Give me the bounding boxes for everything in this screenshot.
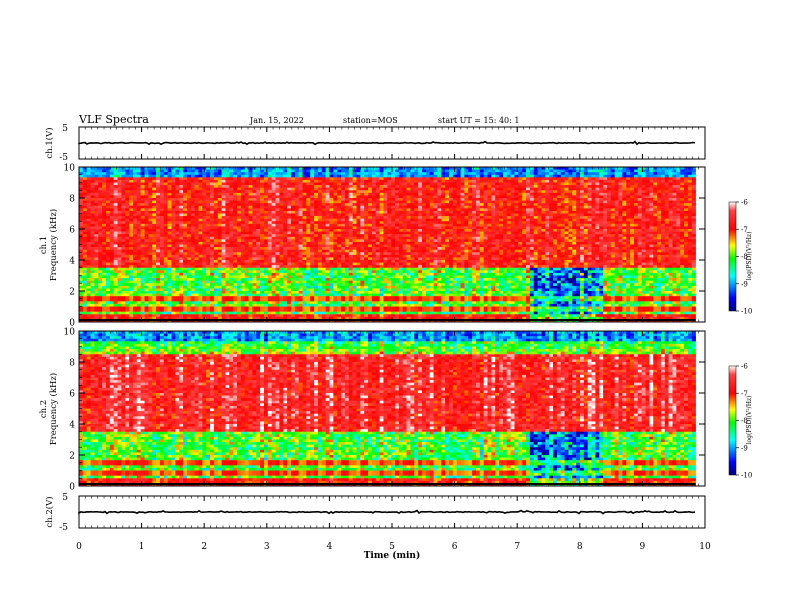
ch1-colorbar-ticks: -6 -7 -8 -9 -10 bbox=[736, 199, 752, 316]
freq-tick-label: 10 bbox=[64, 164, 76, 174]
time-tick-label: 6 bbox=[452, 542, 458, 552]
date-label: Jan. 15, 2022 bbox=[249, 116, 304, 125]
station-label: station=MOS bbox=[343, 116, 398, 125]
colorbar-tick-label: -9 bbox=[741, 444, 748, 452]
ch1-spectrogram-ylabel-1: ch.1 bbox=[39, 236, 49, 254]
ch1-colorbar-label: log(PSD)(V²/Hz) bbox=[746, 232, 753, 281]
ch2-colorbar-ticks: -6 -7 -8 -9 -10 bbox=[736, 363, 752, 480]
ch2-spectrogram-ylabel-1: ch.2 bbox=[39, 400, 49, 418]
freq-tick-label: 4 bbox=[69, 257, 75, 267]
ch2-waveform-trace bbox=[78, 509, 696, 515]
ch1-spectrogram-ylabel-2: Frequency (kHz) bbox=[48, 209, 59, 281]
ch2-spectrogram-panel: 0 2 4 6 8 10 ch.2 Frequency (kHz) -6 -7 -8 -9 -10… bbox=[39, 328, 753, 493]
time-tick-label: 9 bbox=[640, 542, 646, 552]
ch1-waveform-panel: 5 -5 ch.1(V) bbox=[44, 124, 706, 163]
ch1-spectrogram-image bbox=[79, 167, 696, 323]
colorbar-tick-label: -7 bbox=[741, 390, 748, 398]
colorbar-tick-label: -8 bbox=[741, 417, 748, 425]
freq-tick-label: 4 bbox=[69, 421, 75, 431]
colorbar-tick-label: -6 bbox=[741, 199, 748, 207]
ch2-ytick-bottom: -5 bbox=[59, 523, 68, 533]
colorbar-tick-label: -8 bbox=[741, 253, 748, 261]
freq-tick-label: 2 bbox=[69, 452, 75, 462]
waveform-line bbox=[78, 509, 696, 515]
time-tick-label: 8 bbox=[577, 542, 583, 552]
colorbar-tick-label: -10 bbox=[741, 308, 752, 316]
time-tick-label: 2 bbox=[201, 542, 207, 552]
freq-tick-label: 10 bbox=[64, 328, 76, 338]
time-tick-label: 0 bbox=[76, 542, 82, 552]
start-time-label: start UT = 15: 40: 1 bbox=[438, 116, 519, 125]
waveform-line bbox=[78, 140, 696, 146]
ch1-colorbar bbox=[728, 201, 737, 312]
ch1-spectrogram-panel: 0 2 4 6 8 10 ch.1 Frequency (kHz) -6 -7 -8 -9 -10… bbox=[39, 164, 753, 329]
time-axis-label: Time (min) bbox=[364, 550, 421, 561]
colorbar-tick-label: -9 bbox=[741, 280, 748, 288]
ch2-voltage-ylabel: ch.2(V) bbox=[44, 496, 55, 527]
ch2-spectrogram-ylabel-2: Frequency (kHz) bbox=[48, 373, 59, 445]
freq-tick-label: 0 bbox=[69, 483, 75, 493]
freq-tick-label: 6 bbox=[69, 226, 75, 236]
ch1-waveform-trace bbox=[78, 140, 696, 146]
ch2-waveform-panel: 5 -5 ch.2(V) bbox=[44, 493, 706, 533]
ch2-spectrogram-image bbox=[79, 331, 696, 487]
freq-tick-label: 0 bbox=[69, 319, 75, 329]
ch2-freq-ticks: 0 2 4 6 8 10 bbox=[64, 328, 705, 493]
time-axis-ticks: 0 1 2 3 4 5 6 7 8 9 10 bbox=[76, 127, 711, 552]
ch2-colorbar-label: log(PSD)(V²/Hz) bbox=[746, 396, 753, 445]
time-tick-label: 5 bbox=[389, 542, 395, 552]
freq-tick-label: 2 bbox=[69, 288, 75, 298]
colorbar-tick-label: -6 bbox=[741, 363, 748, 371]
freq-tick-label: 8 bbox=[69, 359, 75, 369]
time-tick-label: 7 bbox=[514, 542, 520, 552]
ch2-colorbar bbox=[728, 365, 737, 476]
time-tick-label: 3 bbox=[264, 542, 270, 552]
ch1-voltage-ylabel: ch.1(V) bbox=[44, 127, 55, 158]
time-tick-label: 10 bbox=[699, 542, 711, 552]
time-tick-label: 4 bbox=[327, 542, 333, 552]
colorbar-tick-label: -7 bbox=[741, 226, 748, 234]
ch1-freq-ticks: 0 2 4 6 8 10 bbox=[64, 164, 705, 329]
figure-title: VLF Spectra bbox=[78, 113, 149, 126]
freq-tick-label: 6 bbox=[69, 390, 75, 400]
ch1-ytick-bottom: -5 bbox=[59, 153, 68, 163]
ch2-ytick-top: 5 bbox=[62, 493, 68, 503]
time-tick-label: 1 bbox=[139, 542, 145, 552]
colorbar-tick-label: -10 bbox=[741, 472, 752, 480]
freq-tick-label: 8 bbox=[69, 195, 75, 205]
ch1-ytick-top: 5 bbox=[62, 124, 68, 134]
